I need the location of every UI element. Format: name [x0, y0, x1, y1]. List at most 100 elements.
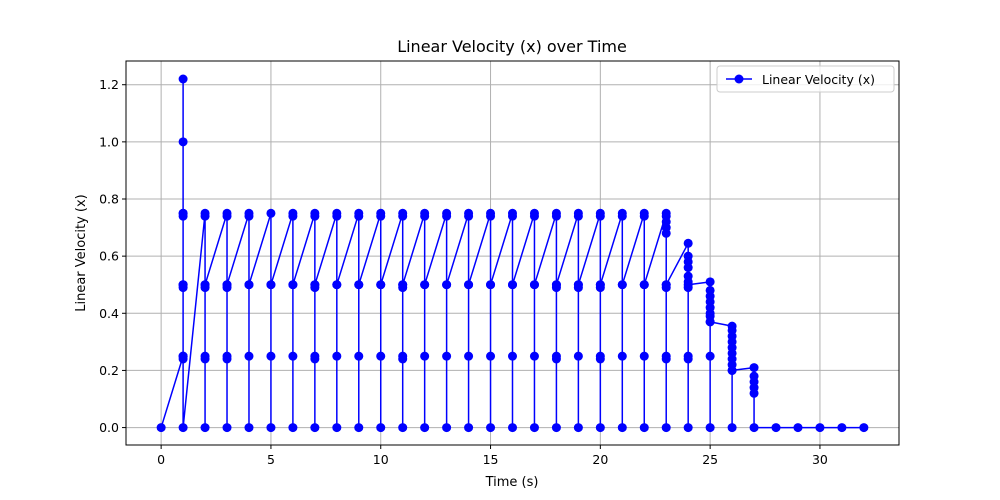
data-point [508, 351, 517, 361]
data-point [178, 280, 188, 290]
data-point [486, 280, 496, 290]
data-point [529, 351, 539, 361]
data-point [573, 280, 583, 290]
data-point [332, 211, 342, 221]
data-point [288, 211, 298, 221]
data-point [683, 263, 693, 273]
data-point [705, 317, 715, 327]
data-point [310, 423, 320, 433]
data-point [354, 351, 364, 361]
data-point [529, 280, 539, 290]
data-point [354, 211, 364, 221]
data-point [595, 354, 605, 364]
data-point [639, 351, 649, 361]
data-point [749, 423, 759, 433]
data-point [727, 423, 737, 433]
legend: Linear Velocity (x) [716, 65, 895, 93]
data-point [288, 423, 298, 433]
data-point [398, 354, 408, 364]
data-point [705, 423, 715, 433]
data-point [178, 351, 188, 361]
data-point [595, 423, 605, 433]
data-point [639, 280, 649, 290]
data-point [354, 280, 364, 290]
data-point [771, 423, 781, 433]
data-point [376, 211, 386, 221]
x-tick-label: 20 [592, 452, 608, 467]
data-point [529, 423, 539, 433]
data-point [573, 423, 583, 433]
data-point [222, 423, 232, 433]
data-point [266, 423, 276, 433]
data-point [244, 280, 254, 290]
data-point [464, 280, 474, 290]
data-point [529, 211, 539, 221]
data-point [266, 351, 276, 361]
data-point [508, 280, 517, 290]
data-point [200, 280, 210, 290]
data-point [749, 388, 759, 398]
data-point [244, 423, 254, 433]
x-tick-label: 15 [483, 452, 499, 467]
data-point [859, 423, 869, 433]
data-point [551, 354, 561, 364]
data-point [683, 423, 693, 433]
x-tick-label: 30 [812, 452, 828, 467]
y-tick-label: 0.8 [99, 192, 119, 207]
y-axis-label: Linear Velocity (x) [74, 194, 89, 312]
y-tick-label: 0.2 [99, 363, 119, 378]
data-point [573, 351, 583, 361]
x-tick-label: 0 [157, 452, 165, 467]
data-point [222, 211, 232, 221]
data-point [310, 211, 320, 221]
data-point [244, 211, 254, 221]
legend-box [716, 65, 895, 93]
data-point [486, 423, 496, 433]
data-point [661, 354, 671, 364]
data-point [398, 211, 408, 221]
legend-marker-swatch [734, 74, 744, 84]
data-point [595, 280, 605, 290]
data-point [354, 423, 364, 433]
data-point [288, 351, 298, 361]
data-point [178, 423, 188, 433]
data-point [793, 423, 803, 433]
data-point [442, 351, 452, 361]
data-point [420, 280, 430, 290]
data-point [442, 423, 452, 433]
data-point [464, 211, 474, 221]
data-point [398, 423, 408, 433]
data-point [156, 423, 166, 433]
y-tick-label: 0.4 [99, 306, 119, 321]
data-point [332, 423, 342, 433]
data-point [178, 208, 188, 218]
plot-frame [125, 60, 900, 446]
data-point [617, 280, 627, 290]
data-point [661, 280, 671, 290]
data-point [705, 351, 715, 361]
data-point [617, 423, 627, 433]
y-axis-ticks: 0.0 0.2 0.4 0.6 0.8 1.0 1.2 [99, 77, 126, 435]
data-point [398, 280, 408, 290]
data-point [376, 351, 386, 361]
legend-label: Linear Velocity (x) [762, 72, 875, 87]
data-point [573, 211, 583, 221]
data-point [639, 423, 649, 433]
data-point [200, 211, 210, 221]
x-axis-label: Time (s) [485, 475, 539, 490]
data-point [464, 351, 474, 361]
data-point [551, 423, 561, 433]
data-point [222, 280, 232, 290]
data-point [617, 211, 627, 221]
data-point [332, 280, 342, 290]
y-tick-label: 1.0 [99, 134, 119, 149]
data-point [178, 137, 188, 147]
data-point [683, 238, 693, 248]
x-tick-label: 10 [373, 452, 389, 467]
chart-title: Linear Velocity (x) over Time [397, 37, 627, 56]
y-tick-label: 0.0 [99, 420, 119, 435]
data-point [661, 423, 671, 433]
data-point [420, 351, 430, 361]
data-point [420, 211, 430, 221]
